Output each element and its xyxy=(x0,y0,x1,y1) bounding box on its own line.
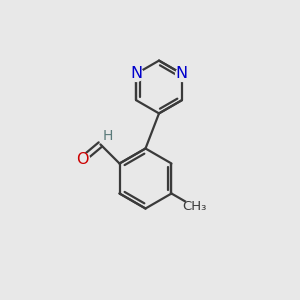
Text: O: O xyxy=(76,152,88,167)
Text: CH₃: CH₃ xyxy=(182,200,206,213)
Text: H: H xyxy=(103,129,113,143)
Text: N: N xyxy=(176,66,188,81)
Text: N: N xyxy=(130,66,142,81)
